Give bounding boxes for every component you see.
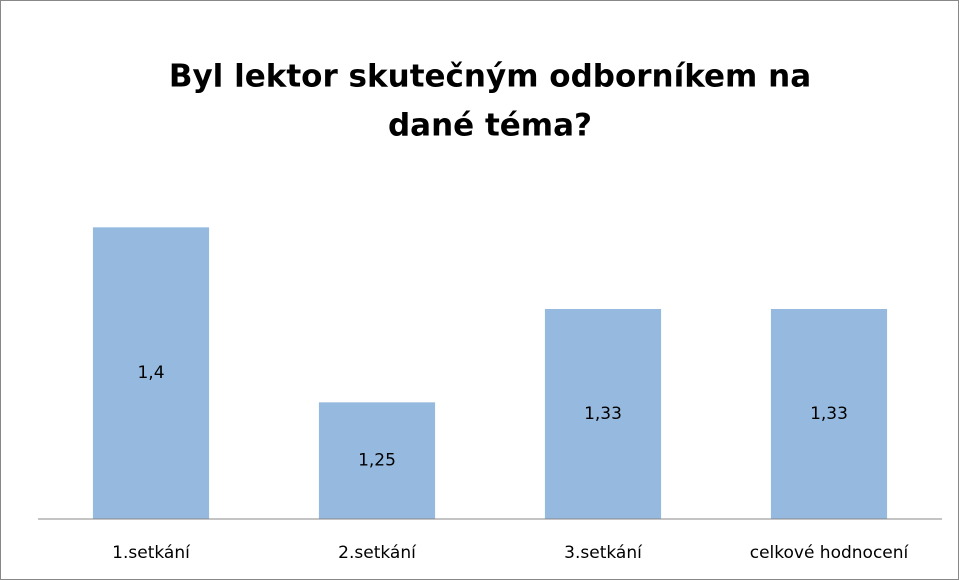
x-tick-label: 2.setkání bbox=[338, 543, 417, 563]
value-label: 1,25 bbox=[358, 451, 396, 471]
bar bbox=[92, 227, 210, 520]
bar bbox=[770, 309, 888, 519]
bar bbox=[544, 309, 662, 519]
x-tick-label: 3.setkání bbox=[564, 543, 643, 563]
value-label: 1,4 bbox=[137, 363, 164, 383]
value-label: 1,33 bbox=[584, 404, 622, 424]
x-tick-label: celkové hodnocení bbox=[750, 543, 910, 563]
chart-title: dané téma? bbox=[388, 108, 592, 144]
x-tick-label: 1.setkání bbox=[112, 543, 191, 563]
chart-title: Byl lektor skutečným odborníkem na bbox=[169, 59, 811, 95]
bar bbox=[318, 402, 436, 519]
value-label: 1,33 bbox=[810, 404, 848, 424]
